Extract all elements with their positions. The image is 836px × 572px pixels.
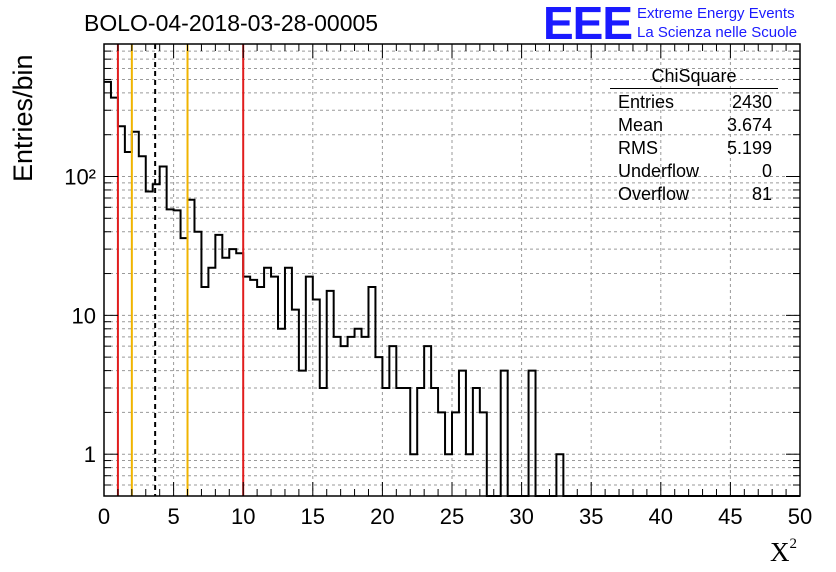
stats-label: Overflow [618, 184, 690, 204]
x-axis-label: X2 [770, 536, 797, 568]
x-axis-label-text: X [770, 537, 790, 567]
stats-value: 3.674 [726, 115, 772, 135]
x-tick-label: 20 [370, 504, 394, 529]
x-tick-label: 30 [509, 504, 533, 529]
x-tick-label: 15 [301, 504, 325, 529]
chart-title: BOLO-04-2018-03-28-00005 [84, 10, 379, 36]
x-axis-label-superscript: 2 [789, 536, 798, 552]
stats-row: Underflow 0 [610, 160, 778, 183]
y-tick-label: 1 [84, 442, 96, 467]
x-tick-label: 45 [718, 504, 742, 529]
x-tick-label: 0 [98, 504, 110, 529]
stats-title: ChiSquare [610, 66, 778, 89]
stats-label: Underflow [618, 161, 700, 181]
y-tick-label: 10² [64, 164, 96, 189]
eee-logo: EEE [543, 0, 633, 49]
logo-caption: Extreme Energy Events La Scienza nelle S… [637, 4, 797, 42]
stats-row: RMS 5.199 [610, 137, 778, 160]
stats-row: Overflow 81 [610, 183, 778, 206]
stats-value: 0 [761, 161, 772, 181]
stats-row: Entries 2430 [610, 91, 778, 114]
stats-value: 2430 [731, 92, 772, 112]
stats-box: ChiSquare Entries 2430 Mean 3.674 RMS 5.199… [610, 66, 778, 206]
stats-value: 81 [751, 184, 772, 204]
stats-row: Mean 3.674 [610, 114, 778, 137]
x-tick-label: 10 [231, 504, 255, 529]
stats-label: Mean [618, 115, 664, 135]
x-tick-label: 35 [579, 504, 603, 529]
stats-value: 5.199 [726, 138, 772, 158]
logo-line-2: La Scienza nelle Scuole [637, 24, 798, 41]
x-tick-label: 40 [649, 504, 673, 529]
stats-label: RMS [618, 138, 658, 158]
x-tick-label: 50 [788, 504, 812, 529]
y-axis-label: Entries/bin [8, 54, 38, 182]
x-tick-label: 25 [440, 504, 464, 529]
logo-line-1: Extreme Energy Events [637, 5, 795, 22]
x-tick-label: 5 [167, 504, 179, 529]
y-tick-label: 10 [72, 303, 96, 328]
stats-label: Entries [618, 92, 675, 112]
